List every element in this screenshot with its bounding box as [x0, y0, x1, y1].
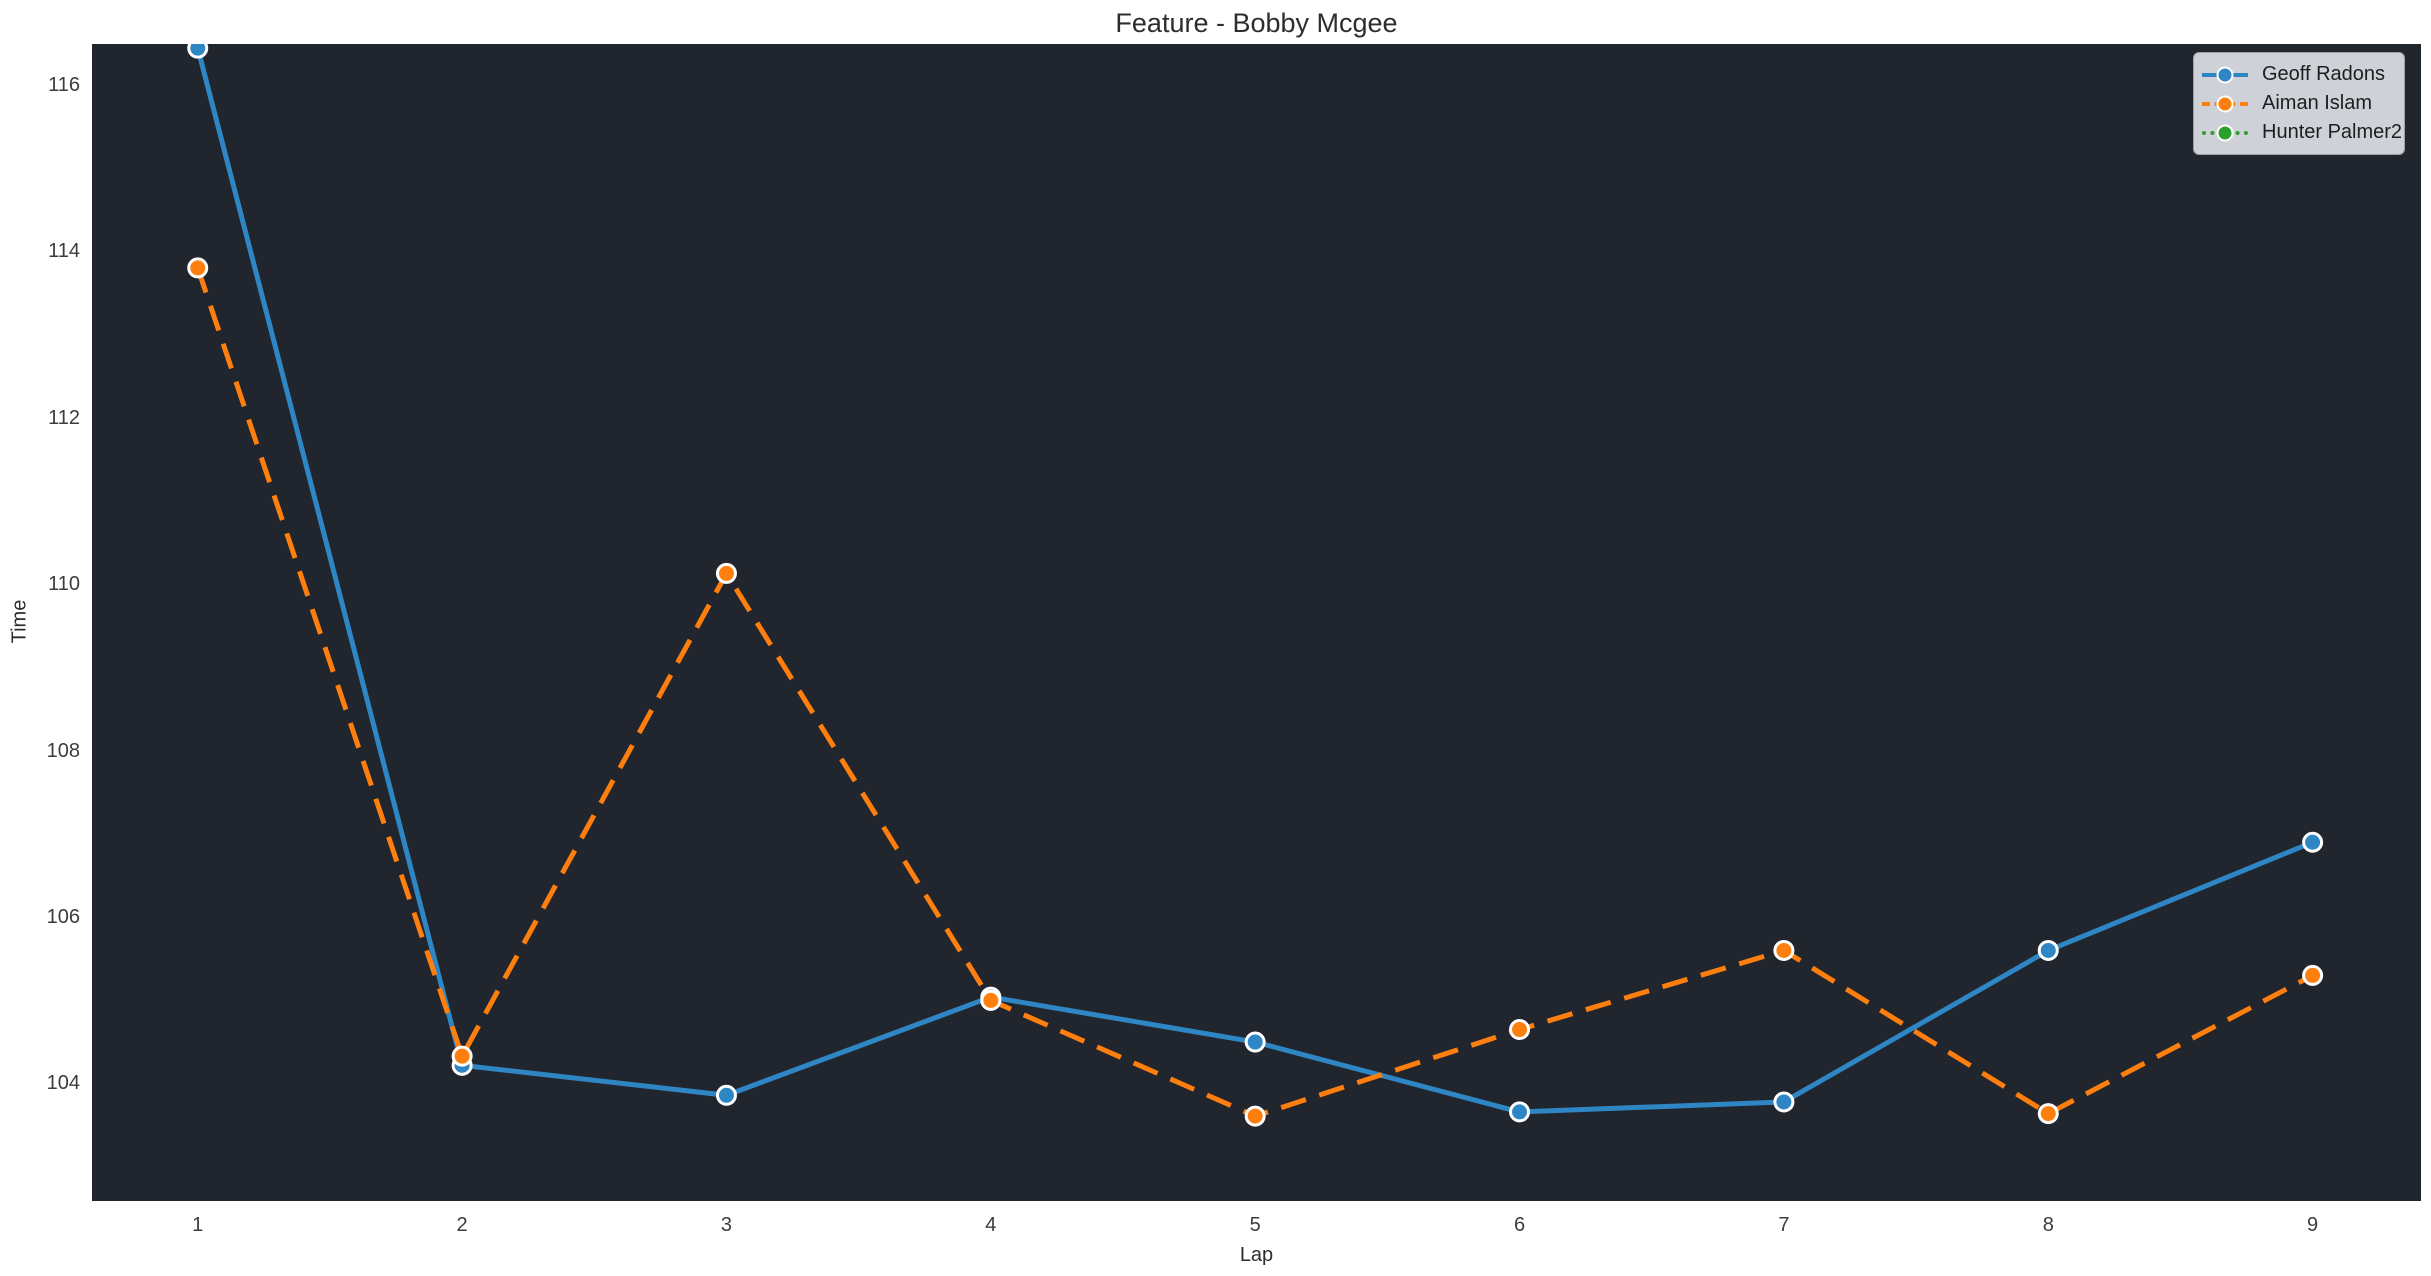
x-tick-label: 6 — [1513, 1214, 1526, 1236]
marker-dot-icon — [2216, 95, 2234, 112]
x-tick-label: 9 — [2307, 1214, 2319, 1236]
data-point-aiman-islam — [715, 562, 737, 584]
legend-swatch-hunter-palmer2 — [2202, 124, 2248, 142]
y-tick-label: 108 — [46, 739, 80, 762]
legend: Geoff Radons Aiman Islam Hunter Palmer2 — [2193, 52, 2405, 155]
marker-dot-icon — [2216, 66, 2234, 83]
marker-dot-icon — [2216, 124, 2234, 141]
series-line-geoff-radons — [195, 47, 2314, 1115]
y-tick-label: 112 — [48, 406, 80, 429]
x-tick-label: 7 — [1778, 1214, 1790, 1236]
legend-swatch-aiman-islam — [2202, 95, 2248, 113]
y-axis-label: Time — [8, 599, 31, 644]
legend-label: Hunter Palmer2 — [2262, 121, 2403, 143]
x-tick-label: 3 — [720, 1214, 733, 1236]
data-point-geoff-radons — [2302, 831, 2324, 853]
y-tick-label: 104 — [46, 1072, 80, 1095]
data-point-aiman-islam — [451, 1045, 473, 1067]
legend-label: Geoff Radons — [2262, 63, 2386, 85]
legend-swatch-geoff-radons — [2202, 66, 2248, 84]
data-point-geoff-radons — [1773, 1091, 1795, 1113]
data-point-geoff-radons — [715, 1084, 737, 1106]
data-point-geoff-radons — [187, 44, 209, 59]
data-point-aiman-islam — [1509, 1019, 1531, 1041]
data-point-geoff-radons — [2037, 939, 2059, 961]
data-point-aiman-islam — [1773, 939, 1795, 961]
data-point-geoff-radons — [1244, 1031, 1266, 1053]
x-tick-label: 4 — [985, 1214, 997, 1236]
chart-title: Feature - Bobby Mcgee — [1115, 8, 1398, 38]
x-axis-label: Lap — [1239, 1244, 1274, 1266]
data-point-aiman-islam — [980, 989, 1002, 1011]
x-tick-label: 2 — [456, 1214, 468, 1236]
y-tick-label: 116 — [48, 73, 80, 96]
data-point-aiman-islam — [187, 257, 209, 279]
x-tick-label: 5 — [1249, 1214, 1261, 1236]
series-line-aiman-islam — [195, 267, 2314, 1119]
y-tick-label: 110 — [48, 573, 80, 596]
plot-area — [92, 44, 2421, 1201]
legend-item-geoff-radons: Geoff Radons — [2202, 60, 2394, 89]
x-tick-label: 1 — [192, 1214, 204, 1236]
data-point-geoff-radons — [1509, 1101, 1531, 1123]
legend-label: Aiman Islam — [2262, 92, 2373, 114]
data-point-aiman-islam — [2037, 1103, 2059, 1125]
y-tick-label: 106 — [46, 905, 80, 928]
legend-item-aiman-islam: Aiman Islam — [2202, 89, 2394, 118]
y-tick-label: 114 — [48, 240, 80, 263]
data-point-aiman-islam — [2302, 964, 2324, 986]
data-point-aiman-islam — [1244, 1105, 1266, 1127]
legend-item-hunter-palmer2: Hunter Palmer2 — [2202, 118, 2402, 147]
x-tick-label: 8 — [2042, 1214, 2054, 1236]
